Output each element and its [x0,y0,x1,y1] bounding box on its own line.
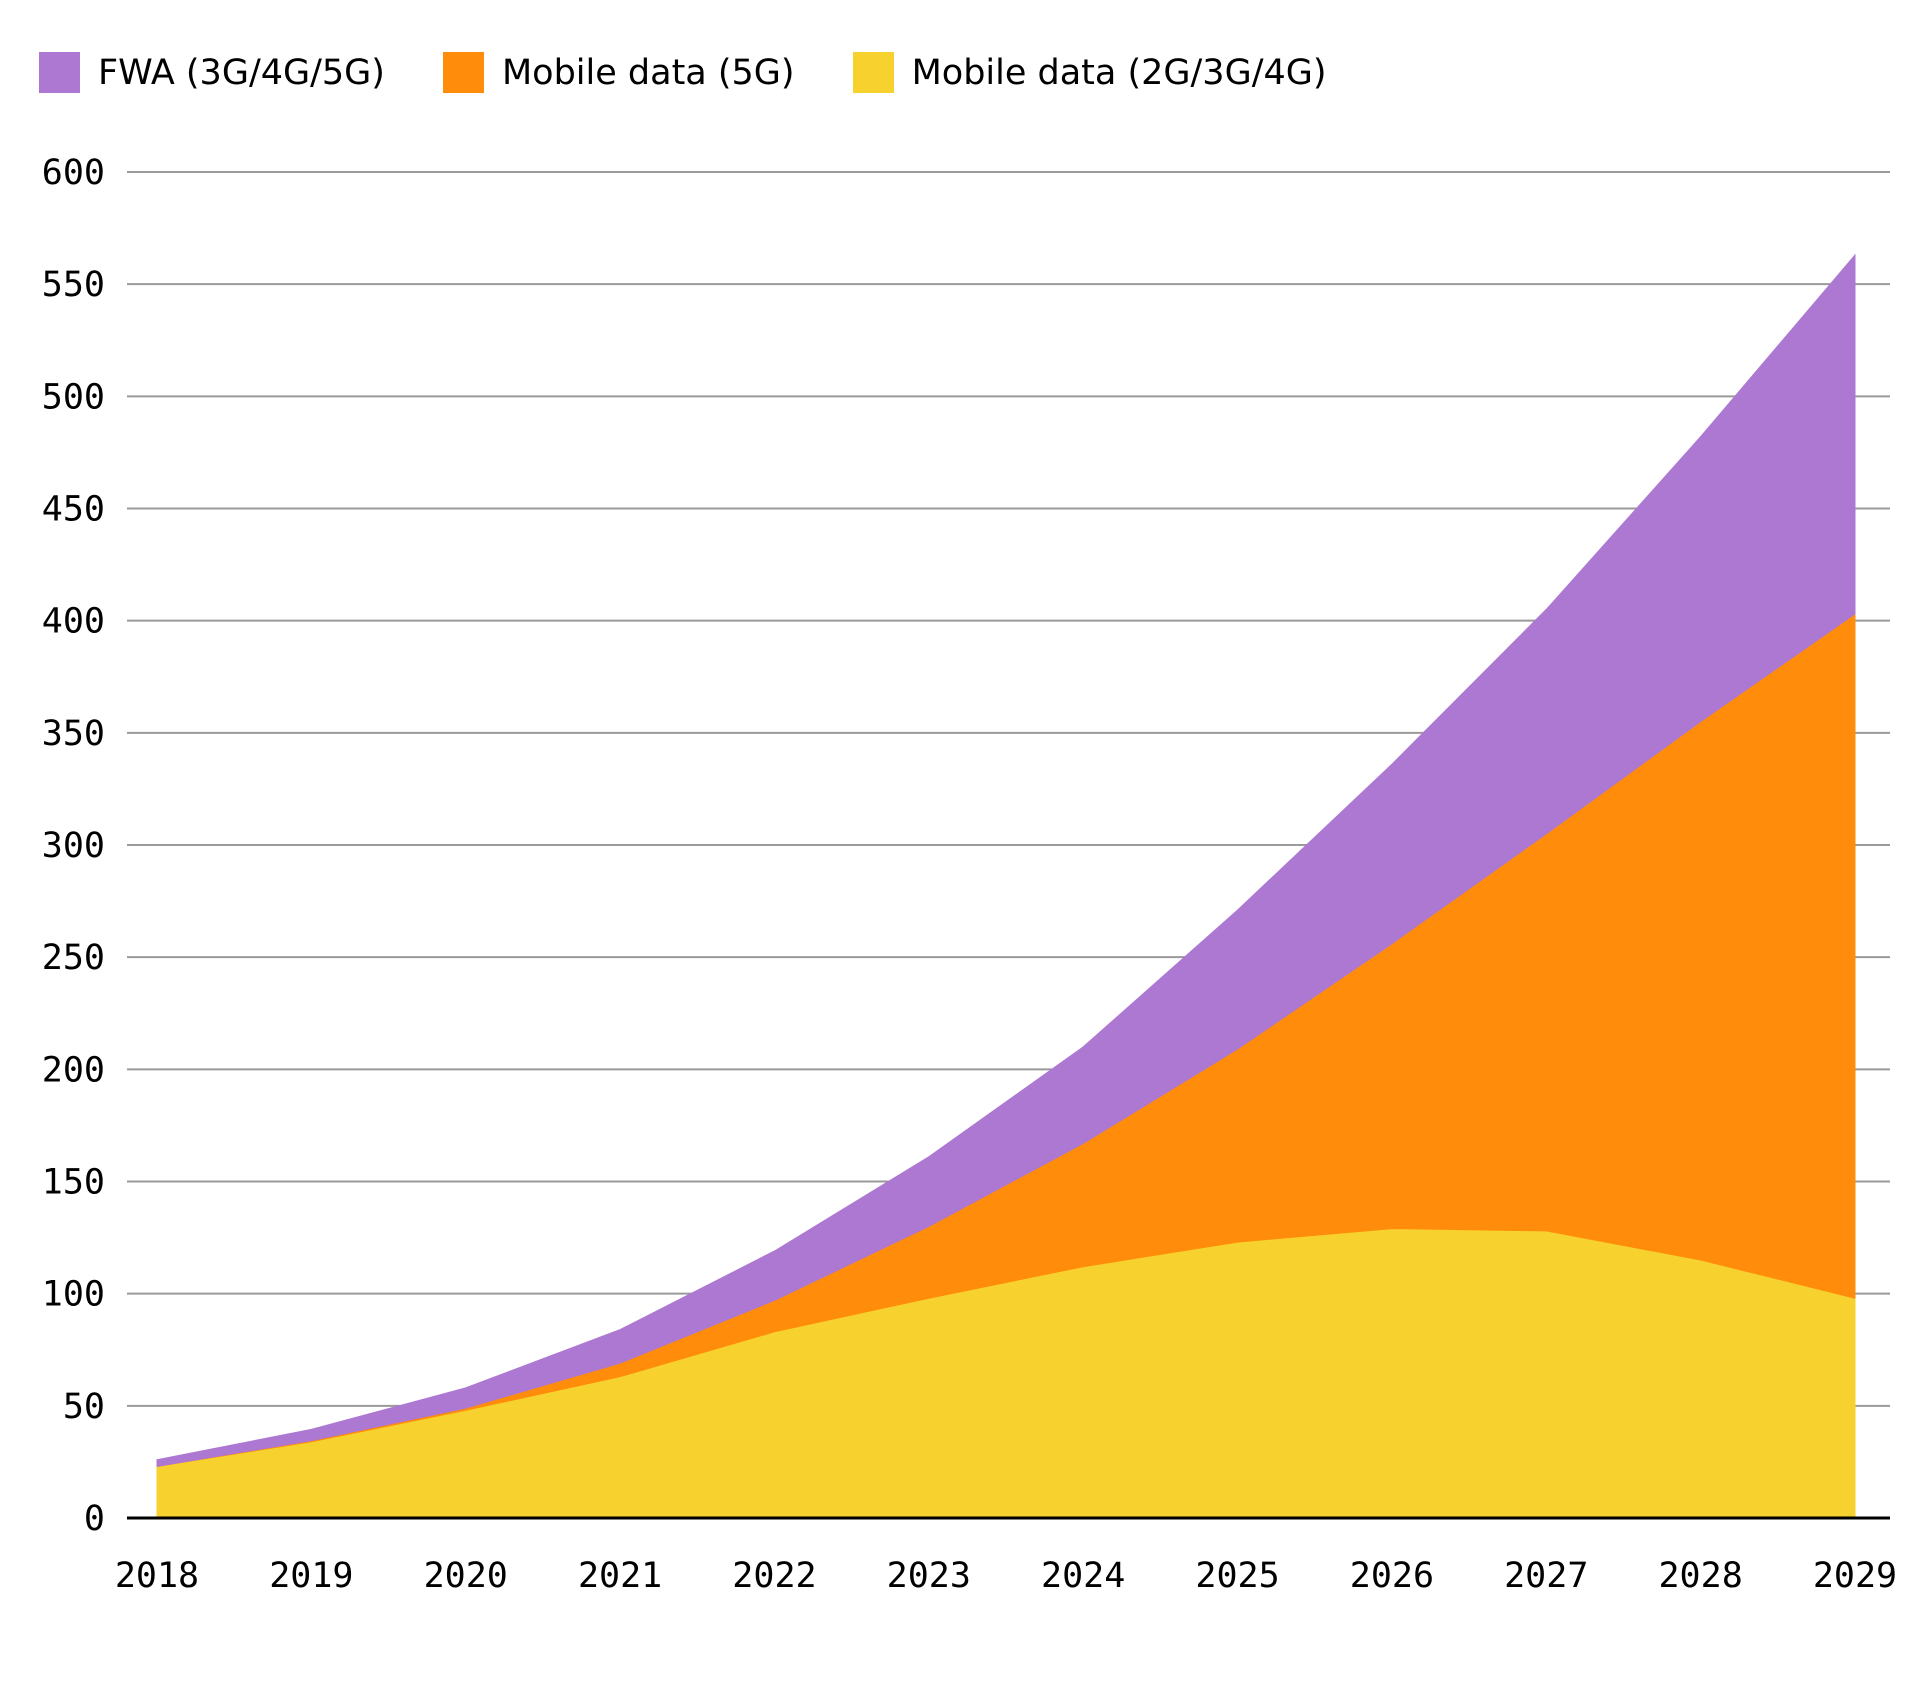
legend-label-fwa: FWA (3G/4G/5G) [98,52,385,93]
legend-swatch-5g [442,52,484,93]
area-fwa-3g-4g-5g [156,253,1856,1467]
y-tick-label: 500 [42,377,105,417]
x-tick-label: 2019 [269,1556,353,1596]
x-tick-label: 2024 [1041,1556,1125,1596]
x-tick-label: 2022 [732,1556,816,1596]
legend-swatch-fwa [39,52,80,93]
x-tick-label: 2029 [1813,1556,1897,1596]
y-tick-label: 200 [42,1050,105,1090]
area-series [156,253,1856,1519]
y-tick-label: 150 [42,1163,105,1203]
x-tick-labels: 2018 2019 2020 2021 2022 2023 2024 2025 2026 2027… [115,1556,1897,1596]
legend-item-5g: Mobile data (5G) [442,52,795,93]
y-tick-label: 350 [42,714,105,754]
y-tick-label: 100 [42,1275,105,1315]
y-tick-label: 400 [42,602,105,642]
x-tick-label: 2028 [1658,1556,1742,1596]
x-tick-label: 2027 [1504,1556,1588,1596]
y-tick-label: 250 [42,938,105,978]
y-tick-label: 50 [63,1387,105,1427]
x-tick-label: 2026 [1350,1556,1434,1596]
chart-legend: FWA (3G/4G/5G) Mobile data (5G) Mobile d… [39,52,1385,93]
y-tick-label: 300 [42,826,105,866]
legend-label-5g: Mobile data (5G) [501,52,795,93]
legend-swatch-4g [852,52,894,93]
x-tick-label: 2018 [115,1556,199,1596]
y-tick-label: 550 [42,265,105,305]
legend-label-4g: Mobile data (2G/3G/4G) [911,52,1327,93]
legend-item-4g: Mobile data (2G/3G/4G) [852,52,1327,93]
y-tick-label: 0 [84,1499,105,1539]
x-tick-label: 2025 [1195,1556,1279,1596]
y-tick-label: 450 [42,490,105,530]
x-tick-label: 2021 [578,1556,662,1596]
x-tick-label: 2020 [424,1556,508,1596]
legend-item-fwa: FWA (3G/4G/5G) [39,52,385,93]
y-tick-label: 600 [42,153,105,193]
y-tick-labels: 0 50 100 150 200 250 300 350 400 450 500 550 600 [42,153,105,1539]
x-tick-label: 2023 [887,1556,971,1596]
